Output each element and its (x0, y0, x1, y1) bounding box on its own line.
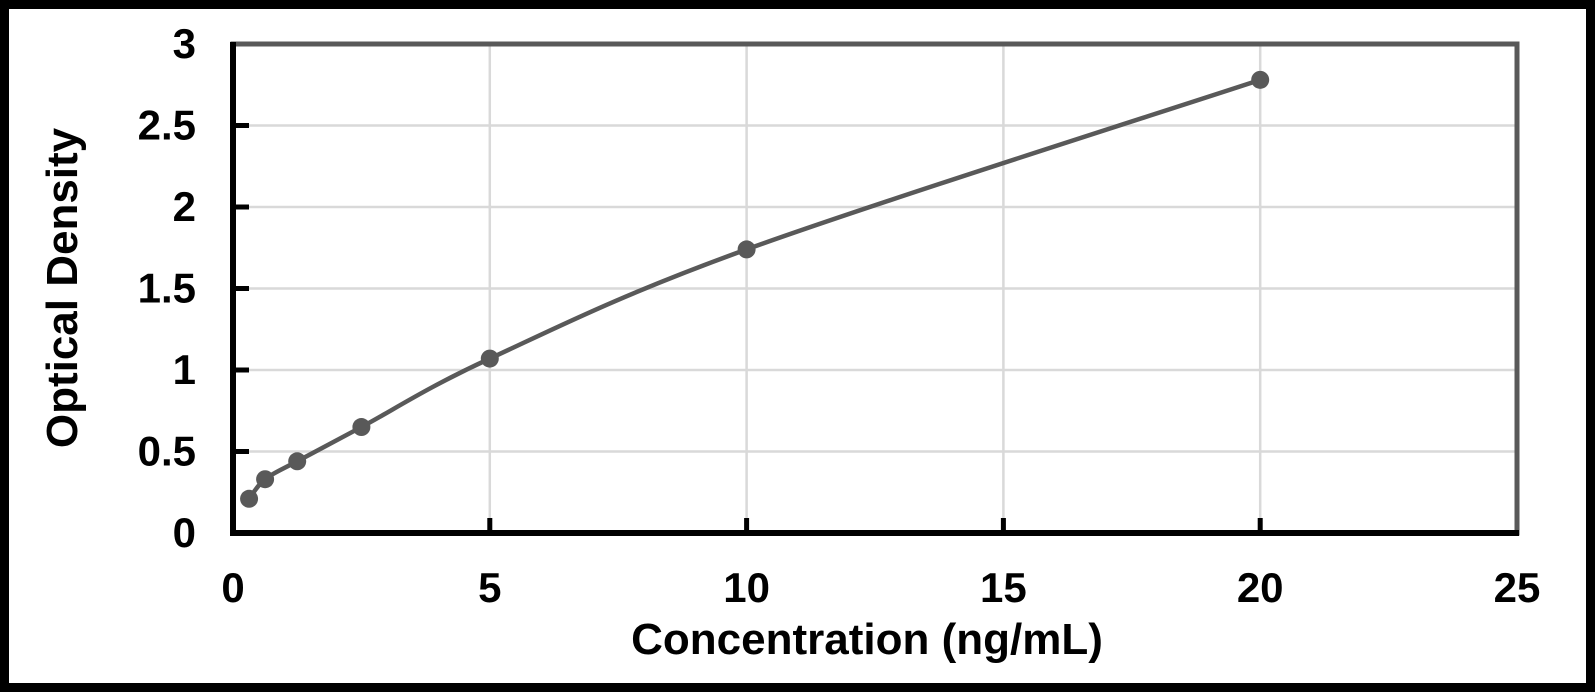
x-tick-label: 0 (221, 564, 244, 611)
y-tick-label: 0.5 (138, 428, 196, 475)
y-tick-label: 2.5 (138, 102, 196, 149)
x-tick-label: 20 (1237, 564, 1284, 611)
data-point-marker (480, 349, 499, 368)
data-point-marker (352, 418, 371, 437)
y-axis-title: Optical Density (38, 127, 87, 449)
y-tick-label: 1 (173, 346, 196, 393)
y-tick-label: 1.5 (138, 265, 196, 312)
x-axis-title: Concentration (ng/mL) (631, 615, 1103, 664)
y-tick-label: 2 (173, 183, 196, 230)
y-tick-label: 3 (173, 20, 196, 67)
x-tick-label: 25 (1494, 564, 1541, 611)
data-point-marker (240, 489, 259, 508)
data-point-marker (737, 240, 756, 259)
data-point-marker (1251, 70, 1270, 89)
x-tick-label: 15 (980, 564, 1027, 611)
data-point-marker (256, 470, 275, 489)
x-tick-label: 5 (478, 564, 501, 611)
data-point-marker (288, 452, 307, 471)
x-tick-label: 10 (723, 564, 770, 611)
y-tick-label: 0 (173, 509, 196, 556)
